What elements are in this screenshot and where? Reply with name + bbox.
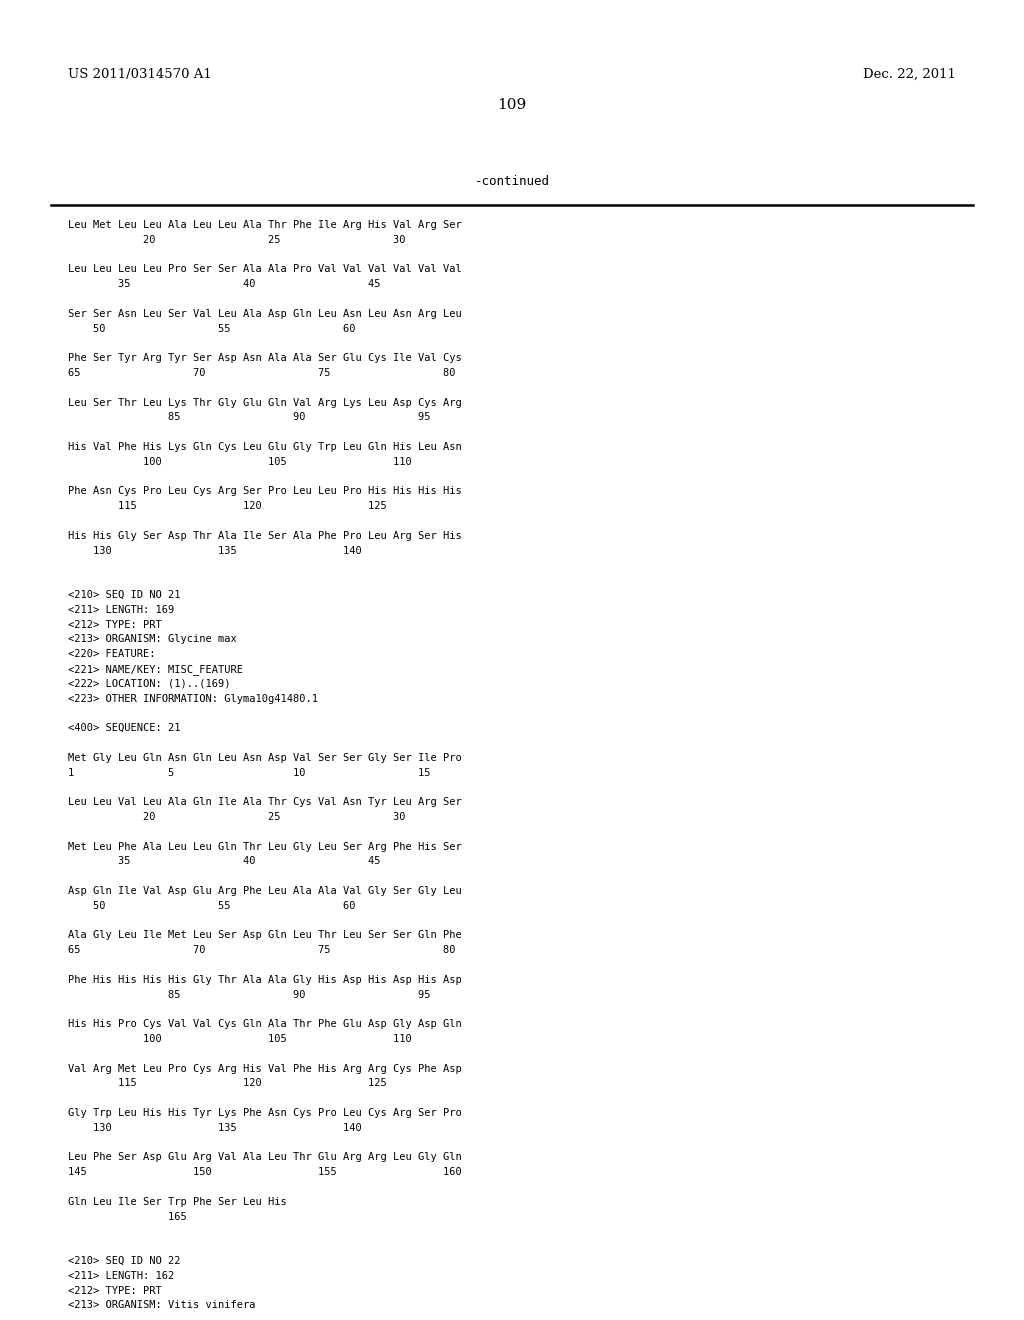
Text: His Val Phe His Lys Gln Cys Leu Glu Gly Trp Leu Gln His Leu Asn: His Val Phe His Lys Gln Cys Leu Glu Gly … (68, 442, 462, 451)
Text: <212> TYPE: PRT: <212> TYPE: PRT (68, 1286, 162, 1296)
Text: 20                  25                  30: 20 25 30 (68, 235, 406, 244)
Text: 50                  55                  60: 50 55 60 (68, 900, 355, 911)
Text: 35                  40                  45: 35 40 45 (68, 280, 381, 289)
Text: <212> TYPE: PRT: <212> TYPE: PRT (68, 619, 162, 630)
Text: 85                  90                  95: 85 90 95 (68, 412, 430, 422)
Text: 20                  25                  30: 20 25 30 (68, 812, 406, 822)
Text: Asp Gln Ile Val Asp Glu Arg Phe Leu Ala Ala Val Gly Ser Gly Leu: Asp Gln Ile Val Asp Glu Arg Phe Leu Ala … (68, 886, 462, 896)
Text: 130                 135                 140: 130 135 140 (68, 545, 361, 556)
Text: Leu Leu Leu Leu Pro Ser Ser Ala Ala Pro Val Val Val Val Val Val: Leu Leu Leu Leu Pro Ser Ser Ala Ala Pro … (68, 264, 462, 275)
Text: <210> SEQ ID NO 22: <210> SEQ ID NO 22 (68, 1257, 180, 1266)
Text: 1               5                   10                  15: 1 5 10 15 (68, 768, 430, 777)
Text: Met Gly Leu Gln Asn Gln Leu Asn Asp Val Ser Ser Gly Ser Ile Pro: Met Gly Leu Gln Asn Gln Leu Asn Asp Val … (68, 752, 462, 763)
Text: 100                 105                 110: 100 105 110 (68, 1034, 412, 1044)
Text: 145                 150                 155                 160: 145 150 155 160 (68, 1167, 462, 1177)
Text: 165: 165 (68, 1212, 186, 1221)
Text: 130                 135                 140: 130 135 140 (68, 1123, 361, 1133)
Text: Ser Ser Asn Leu Ser Val Leu Ala Asp Gln Leu Asn Leu Asn Arg Leu: Ser Ser Asn Leu Ser Val Leu Ala Asp Gln … (68, 309, 462, 319)
Text: Phe His His His His Gly Thr Ala Ala Gly His Asp His Asp His Asp: Phe His His His His Gly Thr Ala Ala Gly … (68, 974, 462, 985)
Text: <211> LENGTH: 162: <211> LENGTH: 162 (68, 1271, 174, 1280)
Text: Dec. 22, 2011: Dec. 22, 2011 (863, 69, 956, 81)
Text: Leu Phe Ser Asp Glu Arg Val Ala Leu Thr Glu Arg Arg Leu Gly Gln: Leu Phe Ser Asp Glu Arg Val Ala Leu Thr … (68, 1152, 462, 1163)
Text: 35                  40                  45: 35 40 45 (68, 857, 381, 866)
Text: <210> SEQ ID NO 21: <210> SEQ ID NO 21 (68, 590, 180, 601)
Text: Leu Leu Val Leu Ala Gln Ile Ala Thr Cys Val Asn Tyr Leu Arg Ser: Leu Leu Val Leu Ala Gln Ile Ala Thr Cys … (68, 797, 462, 808)
Text: 100                 105                 110: 100 105 110 (68, 457, 412, 467)
Text: Leu Ser Thr Leu Lys Thr Gly Glu Gln Val Arg Lys Leu Asp Cys Arg: Leu Ser Thr Leu Lys Thr Gly Glu Gln Val … (68, 397, 462, 408)
Text: -continued: -continued (474, 176, 550, 187)
Text: 115                 120                 125: 115 120 125 (68, 502, 387, 511)
Text: 50                  55                  60: 50 55 60 (68, 323, 355, 334)
Text: Ala Gly Leu Ile Met Leu Ser Asp Gln Leu Thr Leu Ser Ser Gln Phe: Ala Gly Leu Ile Met Leu Ser Asp Gln Leu … (68, 931, 462, 940)
Text: His His Gly Ser Asp Thr Ala Ile Ser Ala Phe Pro Leu Arg Ser His: His His Gly Ser Asp Thr Ala Ile Ser Ala … (68, 531, 462, 541)
Text: <220> FEATURE:: <220> FEATURE: (68, 649, 156, 659)
Text: US 2011/0314570 A1: US 2011/0314570 A1 (68, 69, 212, 81)
Text: Val Arg Met Leu Pro Cys Arg His Val Phe His Arg Arg Cys Phe Asp: Val Arg Met Leu Pro Cys Arg His Val Phe … (68, 1064, 462, 1073)
Text: 65                  70                  75                  80: 65 70 75 80 (68, 368, 456, 378)
Text: His His Pro Cys Val Val Cys Gln Ala Thr Phe Glu Asp Gly Asp Gln: His His Pro Cys Val Val Cys Gln Ala Thr … (68, 1019, 462, 1030)
Text: 109: 109 (498, 98, 526, 112)
Text: <221> NAME/KEY: MISC_FEATURE: <221> NAME/KEY: MISC_FEATURE (68, 664, 243, 675)
Text: Leu Met Leu Leu Ala Leu Leu Ala Thr Phe Ile Arg His Val Arg Ser: Leu Met Leu Leu Ala Leu Leu Ala Thr Phe … (68, 220, 462, 230)
Text: Phe Asn Cys Pro Leu Cys Arg Ser Pro Leu Leu Pro His His His His: Phe Asn Cys Pro Leu Cys Arg Ser Pro Leu … (68, 486, 462, 496)
Text: <211> LENGTH: 169: <211> LENGTH: 169 (68, 605, 174, 615)
Text: <223> OTHER INFORMATION: Glyma10g41480.1: <223> OTHER INFORMATION: Glyma10g41480.1 (68, 693, 318, 704)
Text: Phe Ser Tyr Arg Tyr Ser Asp Asn Ala Ala Ser Glu Cys Ile Val Cys: Phe Ser Tyr Arg Tyr Ser Asp Asn Ala Ala … (68, 354, 462, 363)
Text: <213> ORGANISM: Vitis vinifera: <213> ORGANISM: Vitis vinifera (68, 1300, 256, 1311)
Text: Gly Trp Leu His His Tyr Lys Phe Asn Cys Pro Leu Cys Arg Ser Pro: Gly Trp Leu His His Tyr Lys Phe Asn Cys … (68, 1107, 462, 1118)
Text: Gln Leu Ile Ser Trp Phe Ser Leu His: Gln Leu Ile Ser Trp Phe Ser Leu His (68, 1197, 287, 1206)
Text: <400> SEQUENCE: 21: <400> SEQUENCE: 21 (68, 723, 180, 733)
Text: <213> ORGANISM: Glycine max: <213> ORGANISM: Glycine max (68, 635, 237, 644)
Text: 65                  70                  75                  80: 65 70 75 80 (68, 945, 456, 956)
Text: 85                  90                  95: 85 90 95 (68, 990, 430, 999)
Text: 115                 120                 125: 115 120 125 (68, 1078, 387, 1089)
Text: Met Leu Phe Ala Leu Leu Gln Thr Leu Gly Leu Ser Arg Phe His Ser: Met Leu Phe Ala Leu Leu Gln Thr Leu Gly … (68, 842, 462, 851)
Text: <222> LOCATION: (1)..(169): <222> LOCATION: (1)..(169) (68, 678, 230, 689)
